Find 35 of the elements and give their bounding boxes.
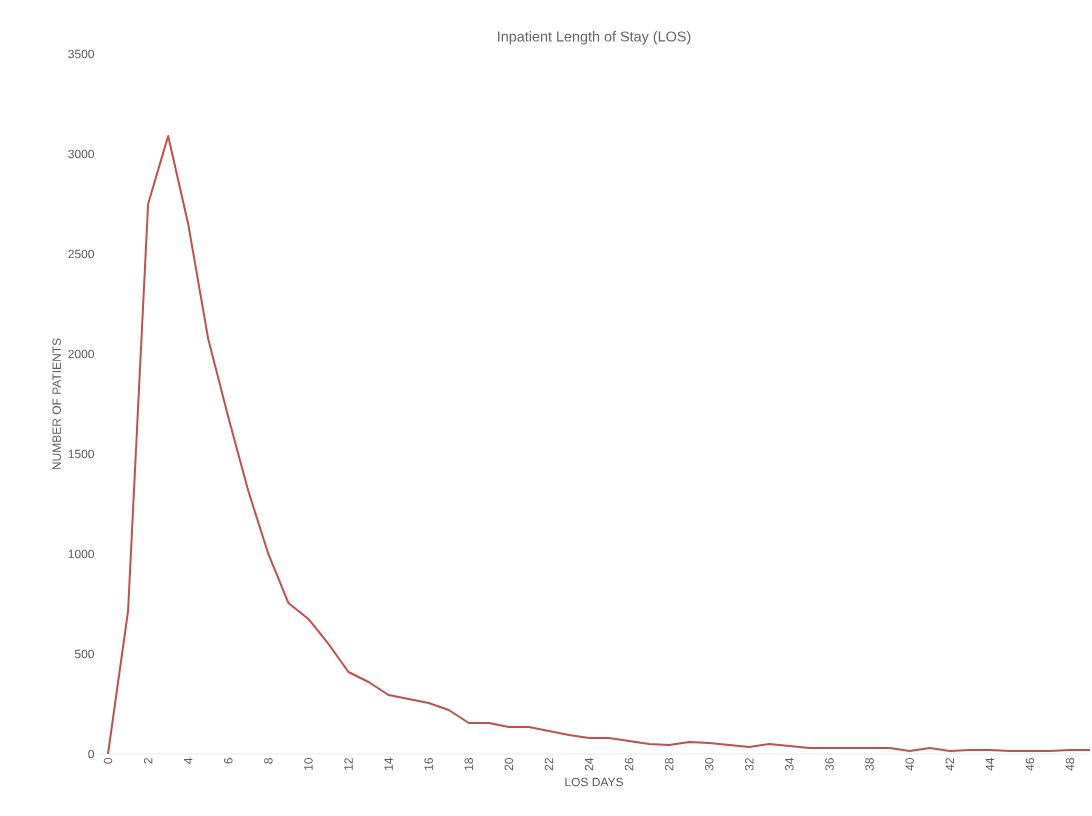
x-tick-label: 4 bbox=[184, 757, 193, 764]
chart-title: Inpatient Length of Stay (LOS) bbox=[498, 31, 691, 45]
x-tick-label: 16 bbox=[424, 758, 433, 770]
x-tick-label: 30 bbox=[705, 757, 714, 771]
y-tick-label: 2000 bbox=[68, 349, 95, 359]
x-tick-label: 46 bbox=[1025, 758, 1035, 771]
x-tick-label: 12 bbox=[344, 758, 353, 770]
x-tick-label: 6 bbox=[224, 758, 233, 764]
x-tick-label: 0 bbox=[103, 757, 113, 764]
x-tick-label: 10 bbox=[304, 757, 313, 770]
x-axis-title: LOS DAYS bbox=[565, 777, 624, 787]
x-tick-label: 8 bbox=[264, 758, 273, 764]
x-tick-label: 24 bbox=[584, 757, 594, 771]
x-tick-label: 14 bbox=[384, 757, 393, 770]
x-tick-label: 42 bbox=[945, 758, 954, 771]
x-tick-label: 28 bbox=[664, 758, 674, 771]
y-tick-label: 1000 bbox=[68, 549, 95, 559]
x-tick-label: 18 bbox=[464, 758, 473, 770]
x-tick-label: 36 bbox=[825, 758, 834, 771]
x-tick-label: 40 bbox=[905, 757, 914, 771]
x-tick-label: 38 bbox=[865, 758, 874, 771]
y-tick-label: 3500 bbox=[68, 49, 95, 59]
y-tick-label: 1500 bbox=[68, 449, 95, 459]
y-tick-label: 3000 bbox=[68, 149, 95, 159]
y-axis-title: NUMBER OF PATIENTS bbox=[52, 338, 61, 470]
x-tick-label: 22 bbox=[544, 758, 554, 771]
x-tick-label: 34 bbox=[785, 757, 794, 771]
x-tick-label: 20 bbox=[504, 757, 514, 771]
x-tick-label: 48 bbox=[1065, 758, 1075, 771]
x-tick-label: 2 bbox=[143, 758, 153, 764]
y-tick-label: 2500 bbox=[68, 249, 95, 259]
y-tick-label: 500 bbox=[74, 649, 95, 659]
x-tick-label: 44 bbox=[985, 757, 994, 771]
x-tick-label: 32 bbox=[745, 758, 754, 771]
x-tick-label: 26 bbox=[624, 758, 634, 771]
